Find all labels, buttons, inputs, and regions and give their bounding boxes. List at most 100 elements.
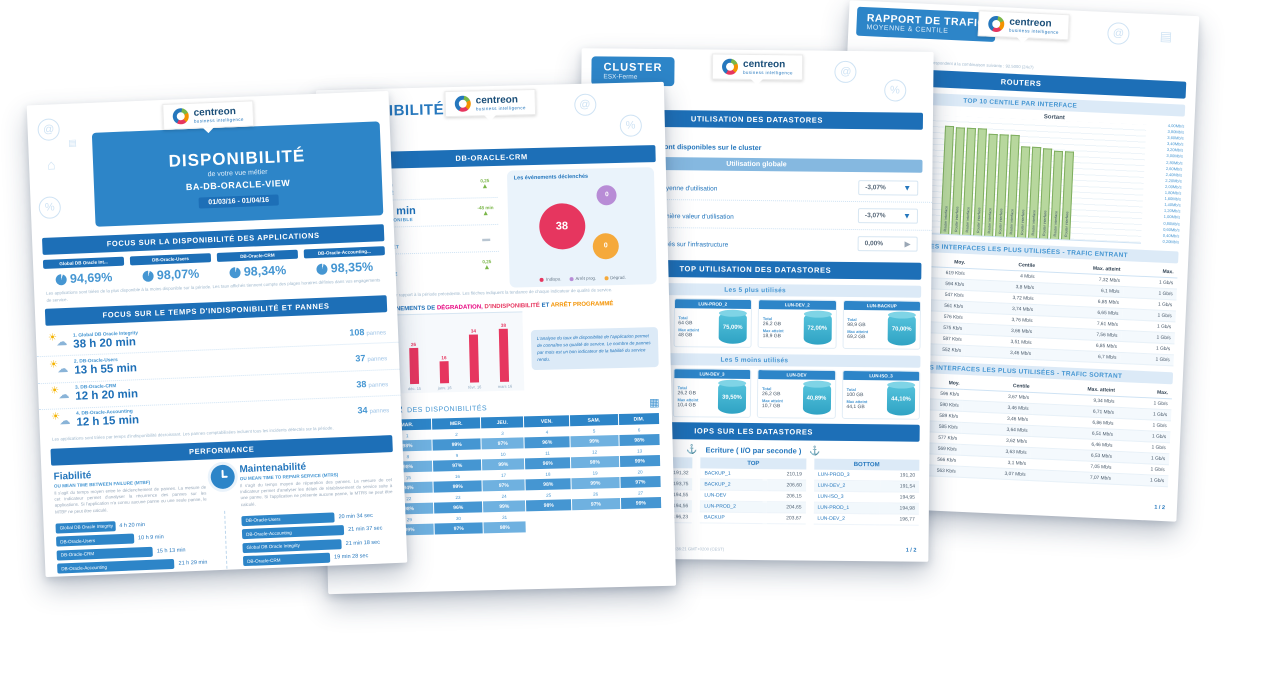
bar-value: 16 [441,354,447,360]
max-value: 48 GB [678,332,693,339]
x-tick-label: janv. 16 [437,385,452,391]
iops-row: LUN-DEV_2 196,77 [813,513,919,526]
availability-value: 98,07% [156,266,200,283]
bar-group: 38 mars 16 [492,322,516,389]
at-sign-icon: @ [37,118,61,142]
failure-count: 108 [349,326,365,338]
iops-table: TOP BACKUP_1 210,19 BACKUP_2 206,60 LUN-DEV 20… [700,457,807,525]
legend-dot [539,277,545,282]
calendar-availability: 98% [570,456,619,469]
datastore-card: LUN-PROD_2 Total 64 GB Max atteint 48 GB 75,0… [673,298,753,348]
total-value: 100 GB [846,391,864,398]
legend-dot [604,275,609,280]
interface-label: Router interface [1063,211,1069,238]
failure-count: 38 [356,379,367,390]
duration-value: 10 h 9 min [137,534,164,542]
calendar-date: 27 [620,488,661,498]
app-name-pill: DB-Oracle-CRM [56,546,154,561]
datastore-cylinder-icon: 75,00% [718,311,747,344]
calendar-availability: 99% [620,497,662,510]
calendar-availability [526,520,572,533]
calendar-availability: 98% [525,478,571,491]
availability-value: 98,35% [330,259,374,276]
failure-unit: pannes [368,382,389,390]
application-card: Global DB Oracle Int... 94,69% [42,256,125,289]
datastore-name: LUN-DEV [700,489,767,502]
y-tick-label: 0,80Mb/s [1163,220,1180,227]
availability-pie-icon [142,269,155,282]
interface-label: Router interface [986,208,992,234]
y-tick-label: 3,60Mb/s [1167,135,1184,141]
failure-count: 37 [355,353,366,364]
iops-title: Ecriture ( I/O par seconde ) [705,445,802,456]
centreon-logo: centreon business intelligence [711,53,804,81]
usage-percent: 70,00% [891,326,912,333]
centreon-logo-icon [454,95,471,112]
y-tick-label: 0,60Mb/s [1163,226,1180,233]
y-tick-label: 1,20Mb/s [1163,208,1181,214]
failure-unit: pannes [369,408,390,416]
interface-label: Router interface [942,206,948,232]
calendar-availability: 97% [482,479,526,492]
page1-header: @ ⌂ % ▤ centreon business intelligence D… [27,91,394,233]
downtime-list: ☀ ☁ 1. Global DB Oracle Integrity 38 h 20 m… [35,316,402,435]
legend-item: Arrêt prog. [569,276,596,282]
duration-value: 19 min 28 sec [333,553,369,561]
iops-value: 206,60 [766,479,806,492]
calendar-availability: 99% [481,458,525,471]
bar-value: 38 [500,322,507,328]
duration-value: 21 min 37 sec [348,525,383,534]
trend-value: -3,07% [864,212,886,220]
server-icon: ▤ [1159,28,1173,44]
y-axis-labels: 4,00Mb/s 3,80Mb/s 3,60Mb/s 3,40Mb/s 3,20Mb/s… [1162,123,1184,245]
at-sign-icon: @ [573,93,597,117]
legend-item: Indispo. [539,276,561,282]
performance-row: DB-Oracle-Accounting 21 h 29 min [57,558,209,574]
availability-value: 94,69% [69,270,113,286]
at-sign-icon: @ [1106,22,1130,46]
calendar-date: 11 [525,448,570,458]
calendar-day-header: JEU. [480,416,524,429]
datastore-cylinder-icon: 72,00% [803,312,832,345]
crane-icon: ⚓ [686,444,698,455]
chart-title-arret: ARRÊT PROGRAMMÉ [550,300,614,309]
calendar-day-header: SAM. [569,414,618,427]
calendar-availability [572,519,621,532]
reliability-block: Fiabilité OU MEAN TIME BETWEEN FAILURE (… [53,465,207,516]
bar-group: 16 janv. 16 [433,355,456,391]
datastore-stats: Total 64 GB Max atteint 48 GB [678,315,716,340]
datastore-name: LUN-ISO_3 [813,491,881,503]
traffic-cell: 3,46 Mb/s [964,345,1036,360]
brand-name: centreon [742,58,786,70]
datastore-card: LUN-DEV_2 Total 26,2 GB Max atteint 18,9 GB 7… [757,299,837,349]
brand-tagline: business intelligence [1008,27,1060,35]
reliability-description: Il s'agit du temps moyen entre le déclen… [54,484,207,515]
calendar-date: 24 [482,491,526,501]
centreon-logo-text: centreon business intelligence [742,58,793,75]
cloud-icon: ☁ [57,362,69,375]
iops-value: 191,54 [880,480,920,493]
centreon-logo-icon [721,58,739,75]
kpi-trend: ▬ [474,233,498,243]
maintainability-block: Maintenabilité OU MEAN TIME TO REPAIR SE… [239,458,393,509]
datastore-stats: Total 26,2 GB Max atteint 10,7 GB [762,386,800,411]
interface-label: Router interface [964,207,970,233]
calendar-subtitle: DES DISPONIBILITÉS [406,405,488,415]
bar-value: 26 [410,341,417,347]
datastore-name: LUN-DEV_2 [813,480,881,492]
calendar-availability: 99% [619,455,661,468]
max-value: 18,9 GB [762,333,782,340]
calendar-date: 19 [571,468,620,478]
calendar-availability: 98% [619,434,660,447]
legend-dot [569,276,574,281]
event-bubble: 0 [592,232,620,260]
iops-value: 194,95 [879,491,920,504]
chart-title-indisponibilite: D'INDISPONIBILITÉ [482,302,540,310]
usage-percent: 75,00% [722,324,743,331]
bar-group: 34 févr. 16 [462,329,486,390]
weather-icon: ☀☁ [50,385,70,404]
brand-tagline: business intelligence [475,104,526,111]
kpi-trend: 0,25 ▲ [473,178,497,191]
iops-value: 206,15 [766,490,806,503]
performance-row: DB-Oracle-CRM 19 min 28 sec [242,550,395,567]
